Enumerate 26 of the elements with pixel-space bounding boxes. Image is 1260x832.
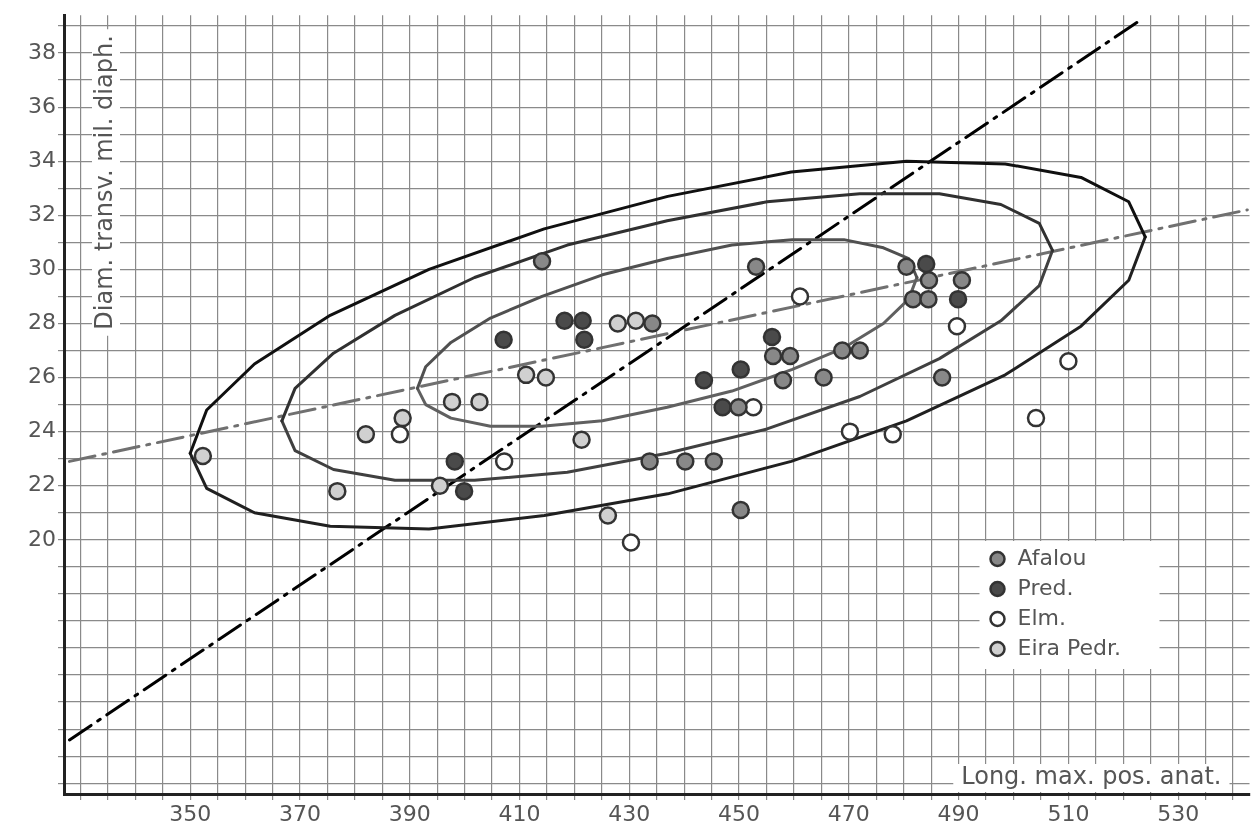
x-tick-label: 450	[718, 800, 761, 826]
y-tick-label: 26	[28, 363, 56, 389]
x-tick-label: 410	[498, 800, 541, 826]
y-tick-label: 38	[28, 38, 56, 64]
x-tick-label: 470	[827, 800, 870, 826]
x-tick-label: 510	[1047, 800, 1090, 826]
y-tick-label: 20	[28, 525, 56, 551]
y-tick-label: 22	[28, 471, 56, 497]
legend-label: Pred.	[1017, 574, 1074, 600]
x-tick-label: 390	[388, 800, 431, 826]
legend-label: Afalou	[1017, 544, 1087, 570]
x-tick-label: 430	[608, 800, 651, 826]
x-axis-title: Long. max. pos. anat.	[961, 762, 1222, 791]
y-tick-label: 32	[28, 201, 56, 227]
y-tick-label: 34	[28, 146, 56, 172]
x-tick-label: 370	[279, 800, 321, 826]
legend-label: Eira Pedr.	[1017, 634, 1122, 660]
y-axis-title: Diam. transv. mil. diaph.	[90, 35, 119, 330]
x-tick-label: 530	[1157, 800, 1200, 826]
y-tick-label: 30	[28, 255, 56, 281]
y-tick-label: 28	[28, 309, 56, 335]
legend-label: Elm.	[1017, 604, 1066, 630]
x-tick-label: 490	[937, 800, 980, 826]
x-tick-label: 350	[169, 800, 212, 826]
y-tick-label: 36	[28, 92, 56, 118]
y-tick-label: 24	[28, 417, 56, 443]
